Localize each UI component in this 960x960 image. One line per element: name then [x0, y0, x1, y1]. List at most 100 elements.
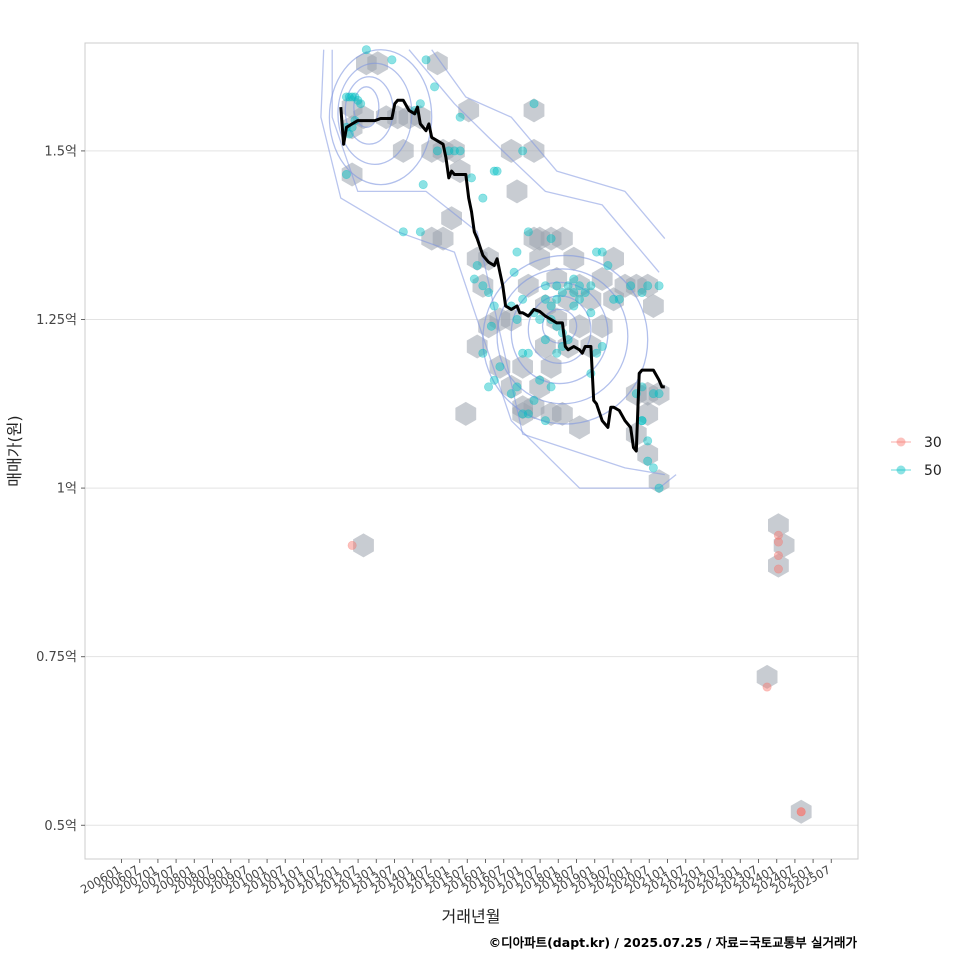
point-series-30: [773, 530, 783, 540]
point-series-50: [398, 227, 408, 237]
y-tick-label: 1.25억: [36, 313, 77, 328]
point-series-50: [540, 294, 550, 304]
point-series-50: [495, 362, 505, 372]
point-series-50: [523, 227, 533, 237]
hexbin-cell: [552, 226, 573, 251]
point-series-50: [489, 375, 499, 385]
density-contour: [527, 295, 592, 364]
point-series-50: [489, 166, 499, 176]
point-series-50: [540, 281, 550, 291]
point-series-50: [449, 146, 459, 156]
point-series-50: [603, 261, 613, 271]
hexbin-cell: [552, 401, 573, 426]
point-series-50: [484, 288, 494, 298]
point-series-50: [540, 416, 550, 426]
hexbin-cell: [603, 246, 624, 271]
y-tick-label: 1억: [57, 482, 77, 497]
y-axis: 0.5억 0.75억 1억 1.25억 1.5억: [36, 144, 85, 834]
hexbin-cell: [790, 799, 812, 824]
density-contour-outer: [331, 49, 665, 476]
hexbin-cell: [455, 401, 477, 426]
point-series-50: [552, 281, 562, 291]
point-series-50: [518, 348, 528, 358]
hexbin-cell: [546, 267, 568, 291]
x-axis-title: 거래년월: [442, 907, 501, 926]
hexbin-cell: [637, 273, 659, 298]
point-series-50: [540, 335, 550, 345]
legend-label-30: 30: [924, 435, 942, 451]
density-contour-outer: [320, 49, 677, 489]
hexbin-cell: [506, 179, 528, 204]
hexbin-cell: [643, 294, 664, 318]
legend-swatch-30: [896, 437, 906, 447]
point-series-50: [523, 348, 533, 358]
hexbin-cell: [500, 138, 522, 163]
density-contour: [328, 49, 433, 186]
point-series-30: [773, 564, 783, 574]
hexbin-cell: [563, 246, 585, 271]
point-series-50: [535, 314, 545, 324]
density-contour: [541, 308, 578, 344]
point-series-30: [347, 540, 357, 550]
point-series-30: [773, 537, 783, 547]
point-series-50: [643, 436, 653, 446]
point-series-30: [762, 682, 772, 692]
density-contour: [496, 268, 629, 405]
hexbin-cell: [444, 138, 465, 163]
point-series-50: [512, 247, 522, 257]
point-series-50: [455, 146, 465, 156]
grid-lines: [85, 150, 858, 826]
hexbin-cell: [523, 138, 545, 163]
point-series-50: [430, 82, 440, 92]
hexbin-cell: [500, 374, 522, 399]
point-series-50: [648, 463, 658, 473]
point-series-50: [353, 95, 363, 105]
point-series-50: [469, 274, 479, 284]
density-contours: [320, 49, 677, 489]
point-series-50: [484, 382, 494, 392]
point-series-50: [341, 170, 351, 180]
hexbin-cell: [773, 533, 795, 558]
point-series-50: [509, 267, 519, 277]
point-series-50: [643, 281, 653, 291]
point-series-50: [569, 274, 579, 284]
point-series-50: [609, 294, 619, 304]
point-series-50: [597, 247, 607, 257]
point-series-50: [529, 395, 539, 405]
hexbin-cell: [441, 206, 462, 231]
point-series-50: [478, 348, 488, 358]
point-series-50: [654, 483, 664, 493]
point-series-50: [626, 281, 636, 291]
point-series-50: [432, 146, 442, 156]
y-tick-label: 0.5억: [44, 819, 77, 834]
point-series-50: [344, 92, 354, 102]
point-series-50: [529, 99, 539, 109]
point-series-50: [506, 389, 516, 399]
point-series-30: [796, 807, 806, 817]
density-contour-outer: [408, 49, 660, 273]
hexbin-cell: [458, 98, 480, 123]
point-series-50: [489, 301, 499, 311]
density-contour: [510, 281, 609, 385]
point-series-50: [478, 193, 488, 203]
density-contour: [482, 254, 649, 425]
point-series-50: [518, 409, 528, 419]
point-series-50: [569, 301, 579, 311]
trend-line: [339, 98, 665, 453]
legend-swatch-50: [896, 465, 906, 475]
hexbin-cell: [523, 98, 545, 123]
legend: 30 50: [891, 435, 942, 479]
point-series-50: [421, 55, 431, 65]
scatter-points: [341, 45, 806, 817]
point-series-50: [512, 314, 522, 324]
legend-label-50: 50: [924, 463, 942, 479]
caption: ©디아파트(dapt.kr) / 2025.07.25 / 자료=국토교통부 실…: [489, 935, 858, 950]
point-series-50: [478, 281, 488, 291]
point-series-50: [350, 92, 360, 102]
hexbin-cell: [512, 354, 533, 379]
hexbin-cell: [569, 314, 590, 339]
point-series-50: [418, 180, 428, 190]
density-contour-outer: [431, 49, 666, 240]
point-series-50: [557, 288, 567, 298]
